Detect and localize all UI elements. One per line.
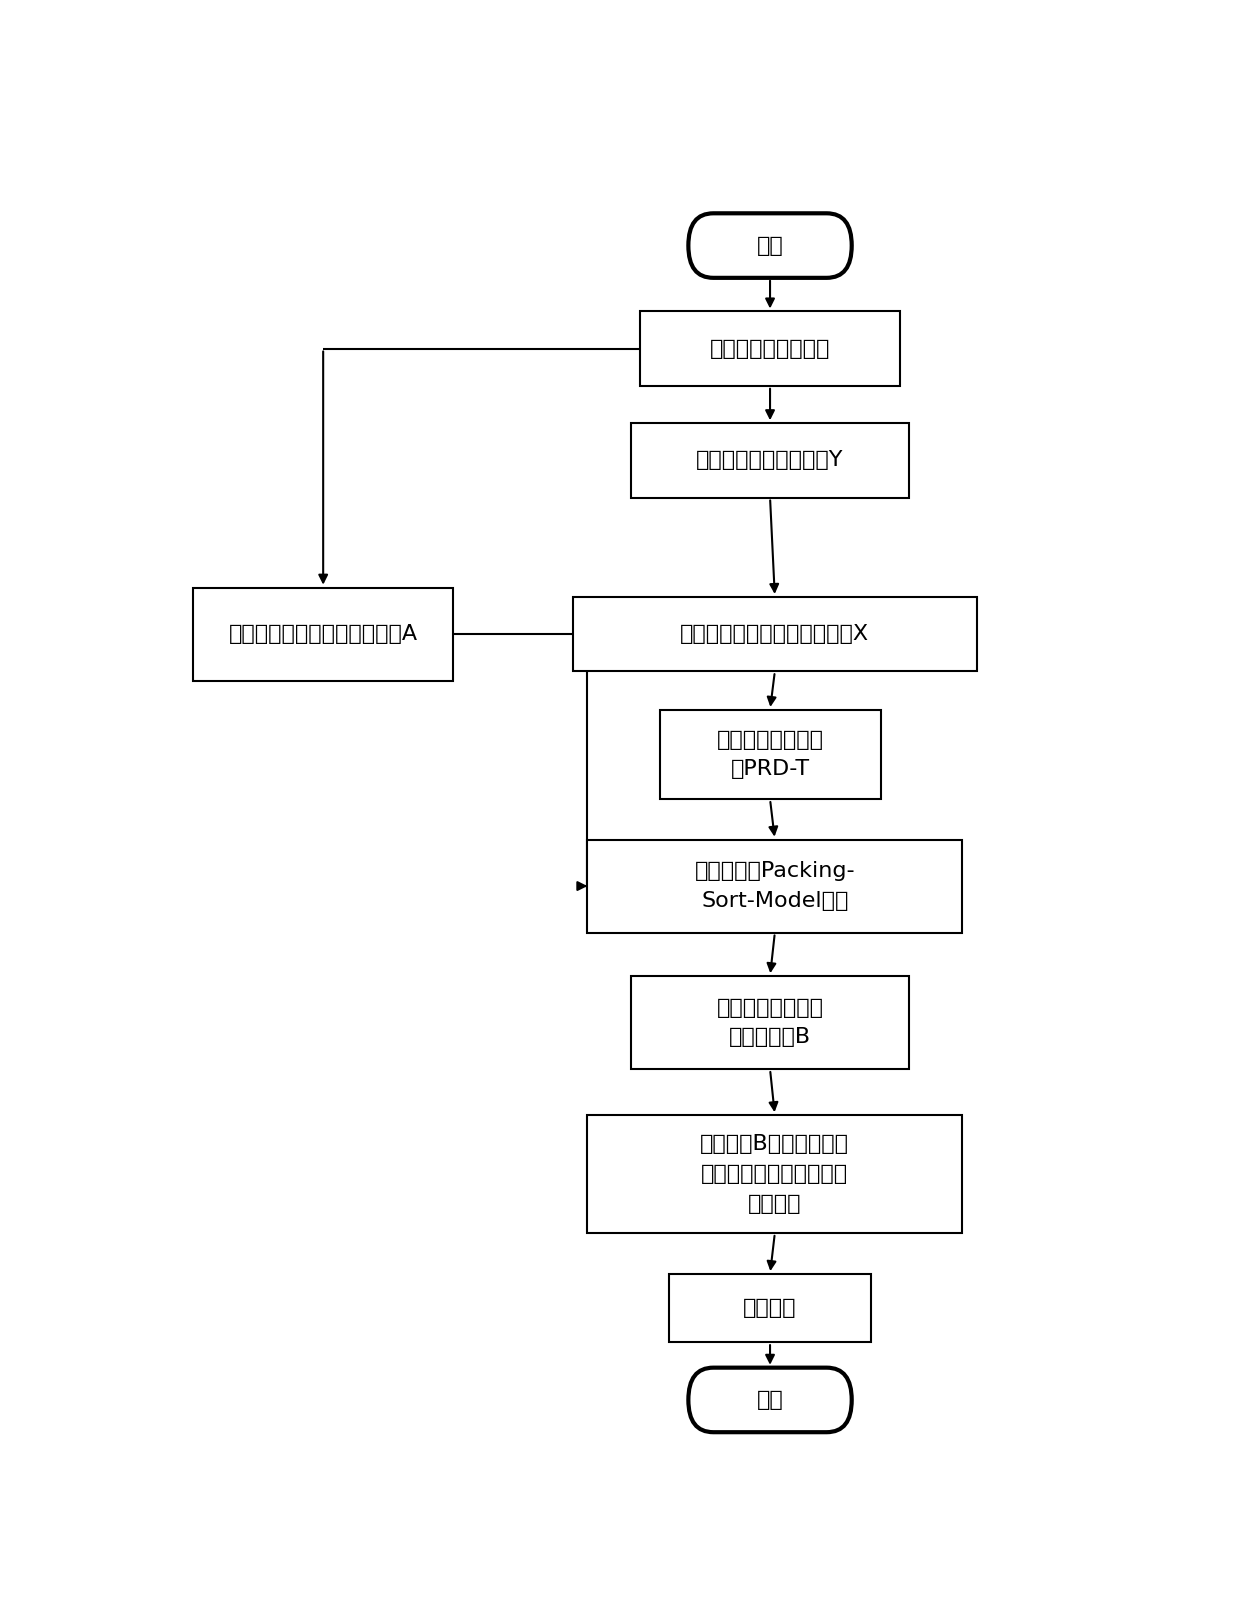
Text: 预处理得排样顺序矩阵Y: 预处理得排样顺序矩阵Y <box>697 450 843 471</box>
FancyBboxPatch shape <box>640 311 900 385</box>
FancyBboxPatch shape <box>660 709 880 800</box>
Text: 提取待排样零件几何特征矩阵A: 提取待排样零件几何特征矩阵A <box>228 624 418 645</box>
Text: 按照矩阵B得到的排样顺
序对待排样零件进行逐一
靠接排样: 按照矩阵B得到的排样顺 序对待排样零件进行逐一 靠接排样 <box>701 1135 849 1214</box>
Text: 提取已排样零的几何特征矩阵X: 提取已排样零的几何特征矩阵X <box>681 624 869 645</box>
FancyBboxPatch shape <box>631 975 909 1069</box>
Text: 开始: 开始 <box>756 235 784 256</box>
Text: 结束: 结束 <box>756 1390 784 1410</box>
FancyBboxPatch shape <box>688 1367 852 1431</box>
FancyBboxPatch shape <box>588 1116 962 1233</box>
FancyBboxPatch shape <box>588 840 962 933</box>
Text: 排样定序训练数据
集PRD-T: 排样定序训练数据 集PRD-T <box>717 730 823 779</box>
FancyBboxPatch shape <box>193 587 453 680</box>
FancyBboxPatch shape <box>688 213 852 277</box>
FancyBboxPatch shape <box>631 422 909 498</box>
FancyBboxPatch shape <box>670 1273 870 1343</box>
Text: 完成排样: 完成排样 <box>743 1298 797 1319</box>
Text: 得待排样零件的排
样顺序矩阵B: 得待排样零件的排 样顺序矩阵B <box>717 998 823 1048</box>
Text: 搭建并训练Packing-
Sort-Model模型: 搭建并训练Packing- Sort-Model模型 <box>694 861 856 911</box>
FancyBboxPatch shape <box>573 596 977 671</box>
Text: 获取排样历史大数据: 获取排样历史大数据 <box>709 339 831 358</box>
